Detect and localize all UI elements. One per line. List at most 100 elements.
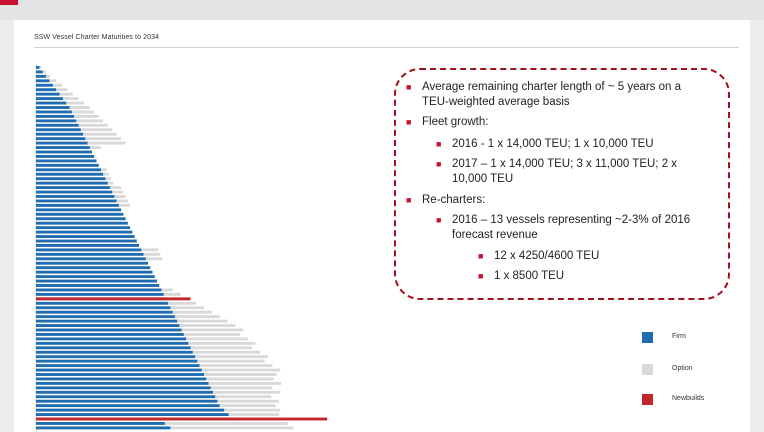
option-bar (71, 110, 95, 114)
firm-bar (36, 275, 155, 279)
legend-swatch (642, 394, 653, 405)
top-accent (0, 0, 18, 5)
option-bar (199, 364, 273, 368)
firm-bar (36, 212, 124, 216)
firm-bar (36, 426, 171, 430)
option-bar (85, 137, 122, 141)
firm-bar (36, 328, 182, 332)
option-bar (56, 88, 68, 92)
option-bar (219, 404, 276, 408)
firm-bar (36, 288, 162, 292)
callout-item: ■ 2016 – 13 vessels representing ~2-3% of… (436, 213, 710, 243)
firm-bar (36, 377, 207, 381)
callout-text: Average remaining charter length of ~ 5 … (422, 81, 682, 108)
option-bar (174, 315, 220, 319)
firm-bar (36, 368, 202, 372)
firm-bar (36, 186, 110, 190)
option-bar (114, 195, 126, 198)
firm-bar (36, 199, 117, 203)
firm-bar (36, 319, 178, 323)
option-bar (49, 79, 57, 83)
firm-bar (36, 123, 79, 127)
callout-item: ■ 2016 - 1 x 14,000 TEU; 1 x 10,000 TEU (436, 137, 710, 152)
callout-item: ■ 1 x 8500 TEU (478, 269, 704, 284)
callout-list: ■ Average remaining charter length of ~ 5… (396, 80, 728, 284)
legend-label: Firm (672, 333, 686, 340)
option-bar (192, 350, 260, 354)
option-bar (107, 181, 114, 185)
firm-bar (36, 252, 144, 256)
firm-bar (36, 101, 67, 105)
firm-bar (36, 404, 220, 408)
callout-item: ■ Re-charters: (406, 193, 704, 208)
firm-bar (36, 324, 180, 327)
firm-bar (36, 422, 165, 425)
option-bar (89, 146, 101, 149)
firm-bar (36, 221, 128, 225)
legend-swatch (642, 364, 653, 375)
option-bar (197, 359, 265, 363)
firm-bar (36, 92, 60, 96)
firm-bar (36, 70, 43, 74)
firm-bar (36, 248, 142, 252)
firm-bar (36, 413, 229, 416)
firm-bar (36, 315, 175, 319)
firm-bar (36, 168, 101, 172)
option-bar (83, 132, 117, 136)
firm-bar (36, 355, 196, 359)
slide-title: SSW Vessel Charter Maturities to 2034 (34, 34, 160, 41)
firm-bar (36, 257, 146, 261)
callout-text: 1 x 8500 TEU (494, 270, 565, 282)
bullet-icon: ■ (436, 159, 442, 169)
firm-bar (36, 159, 97, 163)
option-bar (190, 346, 253, 350)
option-bar (217, 399, 280, 403)
firm-bar (36, 79, 50, 83)
firm-bar (36, 172, 104, 176)
option-bar (74, 114, 99, 118)
option-bar (109, 186, 122, 190)
option-bar (228, 413, 280, 416)
option-bar (78, 123, 108, 127)
title-rule (34, 47, 739, 48)
option-bar (105, 177, 112, 181)
option-bar (118, 203, 131, 207)
charter-maturity-chart (35, 64, 328, 432)
firm-bar (36, 373, 204, 376)
option-bar (186, 337, 248, 341)
option-bar (170, 306, 204, 310)
firm-bar (36, 399, 218, 403)
firm-bar (36, 386, 211, 390)
option-bar (183, 333, 240, 336)
firm-bar (36, 390, 213, 394)
option-bar (210, 386, 273, 390)
firm-bar (36, 74, 47, 78)
firm-bar (36, 132, 84, 136)
callout-box: ■ Average remaining charter length of ~ 5… (394, 68, 730, 300)
option-bar (208, 381, 282, 385)
firm-bar (36, 195, 115, 198)
option-bar (69, 106, 90, 109)
top-bar (0, 0, 764, 20)
legend-label: Newbuilds (672, 395, 705, 402)
option-bar (100, 168, 107, 172)
callout-text: 2016 – 13 vessels representing ~2-3% of … (452, 214, 691, 241)
firm-bar (36, 408, 225, 412)
firm-bar (36, 306, 171, 310)
firm-bar (36, 337, 187, 341)
option-bar (161, 288, 173, 292)
option-bar (201, 368, 281, 372)
firm-bar (36, 333, 184, 336)
firm-bar (36, 364, 200, 368)
firm-bar (36, 301, 169, 305)
firm-bar (36, 150, 92, 154)
firm-bar (36, 83, 53, 87)
firm-bar (36, 208, 122, 212)
option-bar (59, 92, 73, 96)
option-bar (66, 101, 85, 105)
firm-bar (36, 155, 95, 158)
option-bar (76, 119, 104, 123)
firm-bar (36, 119, 77, 123)
bullet-icon: ■ (436, 215, 442, 225)
option-bar (195, 355, 268, 359)
